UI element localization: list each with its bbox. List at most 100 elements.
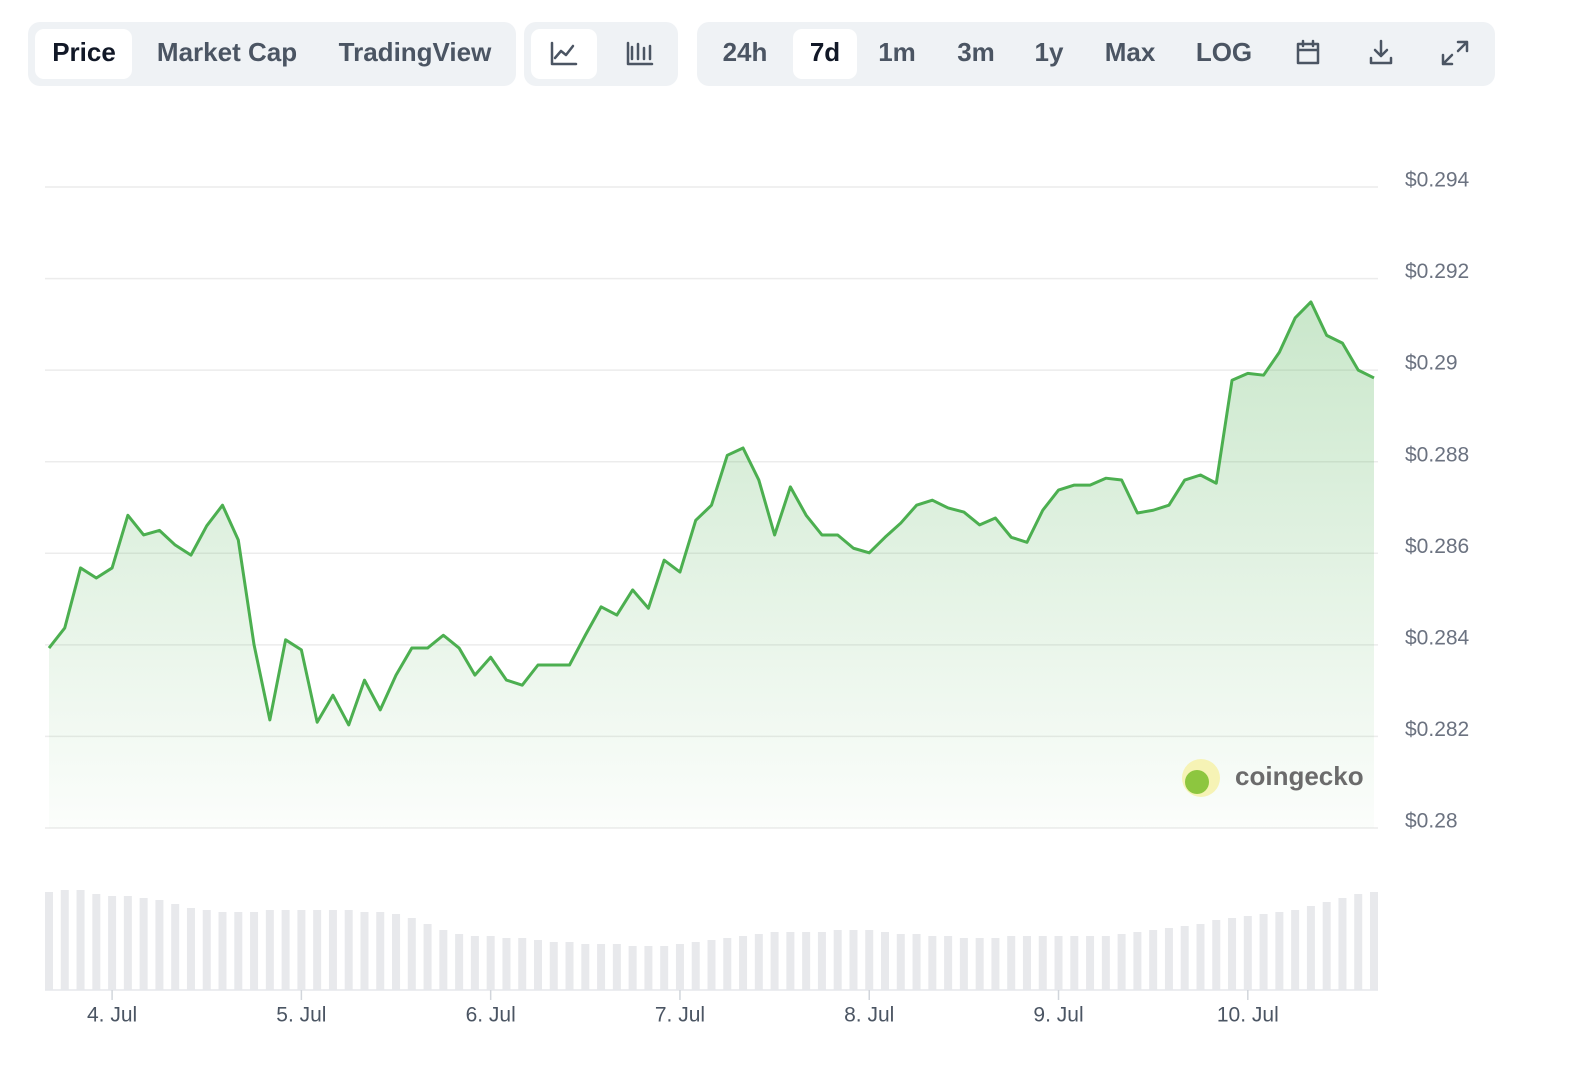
volume-bar: [533, 940, 542, 990]
y-tick-label: $0.28: [1405, 810, 1458, 833]
volume-bar: [392, 914, 401, 990]
watermark: coingecko: [1235, 761, 1364, 791]
volume-bar: [770, 932, 779, 990]
volume-bar: [455, 934, 464, 990]
volume-bar: [60, 890, 69, 990]
range-button[interactable]: Max: [1105, 37, 1156, 67]
volume-bar: [45, 892, 53, 990]
volume-bar: [1212, 920, 1221, 990]
volume-bar: [660, 946, 669, 990]
view-tab[interactable]: Market Cap: [157, 37, 297, 67]
x-tick-label: 4. Jul: [87, 1004, 137, 1027]
y-tick-label: $0.286: [1405, 535, 1469, 558]
volume-bar: [1322, 902, 1331, 990]
volume-bar: [1370, 892, 1378, 990]
volume-bar: [944, 936, 953, 990]
y-tick-label: $0.288: [1405, 443, 1469, 466]
volume-bar: [817, 932, 826, 990]
y-tick-label: $0.282: [1405, 718, 1469, 741]
volume-bar: [597, 944, 606, 990]
volume-bar: [234, 912, 243, 990]
range-button[interactable]: 1m: [878, 37, 916, 67]
price-area: [49, 301, 1374, 829]
volume-bar: [502, 938, 511, 990]
volume-bar: [344, 910, 353, 990]
x-tick-label: 9. Jul: [1033, 1004, 1083, 1027]
volume-bar: [754, 934, 763, 990]
volume-bar: [376, 912, 385, 990]
volume-bar: [612, 944, 621, 990]
volume-bar: [1228, 918, 1237, 990]
volume-bar: [723, 938, 732, 990]
volume-bar: [581, 944, 590, 990]
volume-bar: [1086, 936, 1095, 990]
volume-bar: [1306, 906, 1315, 990]
volume-bar: [896, 934, 905, 990]
range-button[interactable]: 24h: [723, 37, 768, 67]
volume-bar: [1007, 936, 1016, 990]
volume-bar: [739, 936, 748, 990]
volume-bar: [628, 946, 637, 990]
volume-bar: [1275, 912, 1284, 990]
volume-bar: [186, 908, 195, 990]
volume-bar: [991, 938, 1000, 990]
range-button[interactable]: LOG: [1196, 37, 1252, 67]
volume-bar: [691, 942, 700, 990]
volume-bar: [833, 930, 842, 990]
volume-bar: [518, 938, 527, 990]
volume-bar: [549, 942, 558, 990]
volume-bar: [328, 910, 337, 990]
volume-bar: [1291, 910, 1300, 990]
volume-bar: [297, 910, 306, 990]
volume-bar: [675, 944, 684, 990]
fullscreen-icon[interactable]: [1441, 40, 1469, 66]
volume-bar: [360, 912, 369, 990]
volume-bar: [265, 910, 274, 990]
volume-bar: [786, 932, 795, 990]
volume-bar: [250, 912, 259, 990]
volume-bar: [202, 910, 211, 990]
volume-bar: [108, 896, 117, 990]
volume-bar: [1117, 934, 1126, 990]
range-group: [697, 22, 1495, 86]
price-line: [47, 300, 1375, 727]
volume-bar: [155, 900, 164, 990]
volume-bar: [865, 930, 874, 990]
x-tick-label: 7. Jul: [655, 1004, 705, 1027]
volume-bar: [912, 934, 921, 990]
download-icon[interactable]: [1369, 39, 1393, 65]
volume-bar: [76, 890, 85, 990]
volume-bar: [1338, 898, 1347, 990]
volume-bar: [1022, 936, 1031, 990]
range-button[interactable]: 3m: [957, 37, 995, 67]
volume-bar: [139, 898, 148, 990]
volume-bar: [281, 910, 290, 990]
volume-bar: [1101, 936, 1110, 990]
line-icon: [550, 41, 578, 66]
volume-bar: [1070, 936, 1079, 990]
candle-icon[interactable]: [626, 41, 654, 66]
x-tick-label: 6. Jul: [466, 1004, 516, 1027]
view-tab[interactable]: TradingView: [339, 37, 492, 67]
volume-bar: [802, 932, 811, 990]
volume-bar: [565, 942, 574, 990]
calendar-icon[interactable]: [1296, 39, 1320, 65]
volume-bar: [1133, 932, 1142, 990]
volume-bar: [423, 924, 432, 990]
volume-bar: [975, 938, 984, 990]
range-button[interactable]: 1y: [1035, 37, 1064, 67]
active-pill: [35, 29, 132, 79]
volume-bar: [1054, 936, 1063, 990]
volume-bar: [407, 918, 416, 990]
range-button[interactable]: 7d: [810, 37, 840, 67]
volume-bar: [171, 904, 180, 990]
volume-bar: [1164, 928, 1173, 990]
view-tab[interactable]: Price: [52, 37, 116, 67]
volume-bar: [959, 938, 968, 990]
volume-bar: [123, 896, 132, 990]
volume-bar: [1243, 916, 1252, 990]
volume-bar: [470, 936, 479, 990]
y-tick-label: $0.294: [1405, 169, 1470, 192]
logo: [1185, 770, 1209, 794]
